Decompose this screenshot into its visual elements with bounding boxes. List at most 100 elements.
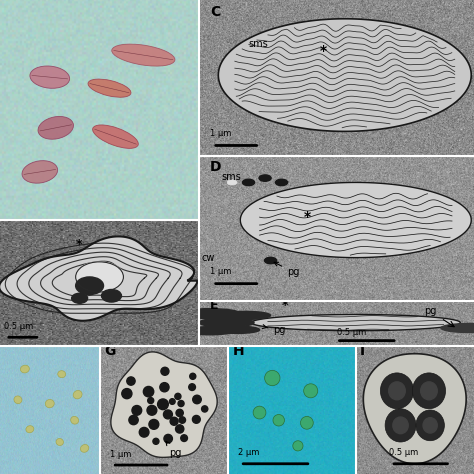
Polygon shape bbox=[364, 354, 466, 464]
Circle shape bbox=[176, 409, 183, 417]
Circle shape bbox=[412, 373, 446, 409]
Circle shape bbox=[264, 370, 280, 386]
Circle shape bbox=[147, 405, 157, 415]
Circle shape bbox=[101, 290, 121, 302]
Circle shape bbox=[304, 384, 318, 398]
Text: 1 μm: 1 μm bbox=[110, 450, 131, 459]
Circle shape bbox=[170, 399, 175, 404]
Circle shape bbox=[227, 180, 237, 185]
Circle shape bbox=[264, 257, 277, 264]
Circle shape bbox=[189, 384, 195, 391]
Ellipse shape bbox=[20, 365, 29, 373]
Text: pg: pg bbox=[274, 262, 300, 277]
Text: 1 μm: 1 μm bbox=[210, 267, 231, 276]
Circle shape bbox=[175, 425, 184, 433]
Circle shape bbox=[192, 415, 201, 423]
Circle shape bbox=[380, 373, 413, 409]
Ellipse shape bbox=[22, 161, 58, 183]
Circle shape bbox=[201, 406, 208, 412]
Circle shape bbox=[157, 399, 168, 410]
Text: cw: cw bbox=[202, 253, 215, 263]
Text: E: E bbox=[210, 299, 219, 312]
Circle shape bbox=[180, 309, 240, 319]
Circle shape bbox=[423, 418, 437, 433]
Circle shape bbox=[178, 401, 184, 407]
Circle shape bbox=[175, 393, 181, 400]
Circle shape bbox=[127, 377, 135, 385]
Circle shape bbox=[149, 419, 159, 429]
Circle shape bbox=[441, 324, 474, 333]
Text: 0.5 μm: 0.5 μm bbox=[389, 448, 418, 457]
Text: I: I bbox=[360, 344, 365, 358]
Ellipse shape bbox=[46, 400, 54, 408]
Polygon shape bbox=[0, 237, 198, 321]
Ellipse shape bbox=[58, 371, 66, 378]
Text: 0.5 μm: 0.5 μm bbox=[4, 322, 33, 331]
Circle shape bbox=[389, 382, 405, 400]
Circle shape bbox=[199, 318, 254, 327]
Text: 0.5 μm: 0.5 μm bbox=[337, 328, 366, 337]
Circle shape bbox=[416, 410, 444, 441]
Circle shape bbox=[179, 417, 185, 423]
Ellipse shape bbox=[81, 445, 89, 452]
Circle shape bbox=[122, 389, 132, 399]
Text: pg: pg bbox=[166, 441, 181, 458]
Circle shape bbox=[160, 383, 169, 392]
Text: *: * bbox=[320, 44, 327, 58]
Circle shape bbox=[193, 395, 201, 404]
Circle shape bbox=[243, 179, 255, 186]
Ellipse shape bbox=[71, 416, 79, 424]
Text: 2 μm: 2 μm bbox=[238, 448, 259, 457]
Circle shape bbox=[76, 262, 123, 292]
Ellipse shape bbox=[56, 438, 64, 446]
Circle shape bbox=[153, 438, 159, 444]
Circle shape bbox=[259, 175, 271, 181]
Circle shape bbox=[148, 398, 154, 403]
Circle shape bbox=[161, 367, 169, 375]
Circle shape bbox=[293, 441, 303, 451]
Polygon shape bbox=[111, 352, 217, 457]
Circle shape bbox=[139, 428, 149, 437]
Circle shape bbox=[76, 277, 103, 294]
Circle shape bbox=[132, 406, 142, 415]
Ellipse shape bbox=[73, 391, 82, 399]
Circle shape bbox=[190, 373, 196, 379]
Ellipse shape bbox=[92, 125, 138, 148]
Polygon shape bbox=[251, 315, 460, 331]
Circle shape bbox=[143, 386, 154, 397]
Ellipse shape bbox=[38, 117, 73, 139]
Circle shape bbox=[216, 326, 260, 333]
Text: pg: pg bbox=[263, 325, 286, 336]
Ellipse shape bbox=[14, 396, 22, 404]
Ellipse shape bbox=[30, 66, 70, 88]
Text: *: * bbox=[282, 299, 288, 312]
Text: *: * bbox=[303, 210, 310, 225]
Text: *: * bbox=[76, 238, 82, 251]
Circle shape bbox=[385, 409, 416, 442]
Text: sms: sms bbox=[221, 172, 241, 182]
Text: G: G bbox=[105, 344, 116, 358]
Circle shape bbox=[164, 434, 173, 443]
Polygon shape bbox=[219, 19, 471, 131]
Circle shape bbox=[273, 414, 284, 426]
Circle shape bbox=[253, 406, 266, 419]
Ellipse shape bbox=[112, 44, 175, 66]
Circle shape bbox=[420, 382, 437, 400]
Circle shape bbox=[393, 417, 408, 434]
Text: pg: pg bbox=[425, 306, 437, 316]
Circle shape bbox=[301, 416, 313, 429]
Text: C: C bbox=[210, 5, 220, 18]
Text: sms: sms bbox=[248, 39, 268, 49]
Circle shape bbox=[275, 179, 288, 186]
Ellipse shape bbox=[88, 79, 131, 97]
Text: 1 μm: 1 μm bbox=[210, 128, 231, 137]
Circle shape bbox=[164, 410, 173, 419]
Circle shape bbox=[181, 435, 187, 441]
Text: H: H bbox=[233, 344, 244, 358]
Circle shape bbox=[185, 327, 235, 335]
Ellipse shape bbox=[26, 426, 34, 433]
Circle shape bbox=[129, 415, 138, 425]
Circle shape bbox=[221, 311, 271, 319]
Text: D: D bbox=[210, 160, 221, 174]
Polygon shape bbox=[240, 182, 471, 257]
